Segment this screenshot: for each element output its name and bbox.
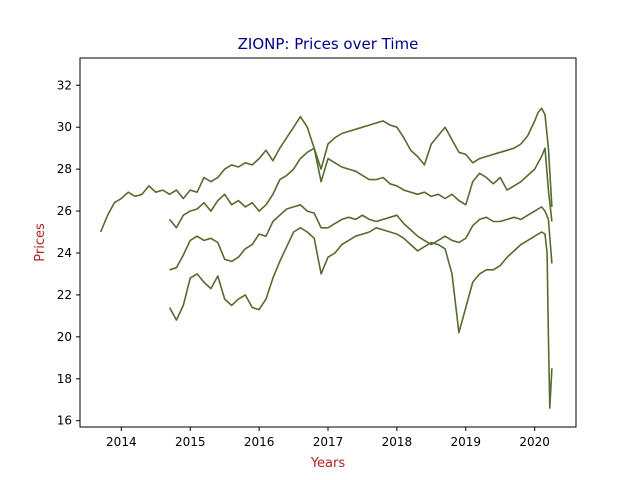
x-tick-label: 2020 [519, 435, 550, 449]
y-tick-label: 32 [57, 78, 72, 92]
chart-title: ZIONP: Prices over Time [238, 35, 419, 53]
x-tick-label: 2015 [175, 435, 206, 449]
x-tick-label: 2018 [382, 435, 413, 449]
y-tick-label: 20 [57, 330, 72, 344]
x-tick-label: 2019 [451, 435, 482, 449]
x-tick-label: 2014 [106, 435, 137, 449]
y-tick-label: 18 [57, 372, 72, 386]
series-line-1 [99, 107, 553, 233]
series-line-4 [168, 227, 553, 409]
y-tick-label: 24 [57, 246, 72, 260]
x-tick-label: 2017 [313, 435, 344, 449]
y-tick-label: 30 [57, 120, 72, 134]
y-tick-label: 16 [57, 414, 72, 428]
y-tick-label: 26 [57, 204, 72, 218]
series-line-2 [168, 147, 553, 229]
y-axis-label: Prices [33, 223, 48, 262]
series-line-3 [169, 204, 553, 271]
y-axis: 16 18 20 22 24 26 28 30 32 [57, 78, 80, 428]
series-layer [99, 107, 553, 409]
y-tick-label: 22 [57, 288, 72, 302]
x-axis: 2014 2015 2016 2017 2018 2019 2020 [106, 427, 550, 449]
x-tick-label: 2016 [244, 435, 275, 449]
y-tick-label: 28 [57, 162, 72, 176]
x-axis-label: Years [310, 456, 346, 471]
